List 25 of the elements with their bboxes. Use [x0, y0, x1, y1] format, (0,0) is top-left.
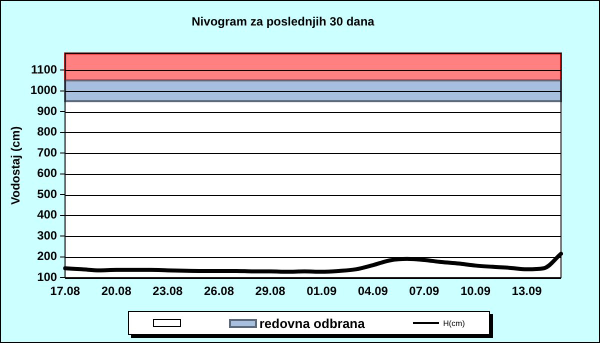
x-tick-label: 29.08	[255, 284, 286, 298]
y-tick-label: 300	[37, 228, 58, 242]
legend-label: redovna odbrana	[259, 316, 365, 330]
x-tick-label: 23.08	[152, 284, 184, 298]
y-tick-label: 100	[37, 270, 58, 284]
x-tick-label: 01.09	[306, 284, 337, 298]
y-tick-label: 700	[37, 145, 58, 160]
x-tick-label: 26.08	[204, 284, 234, 298]
y-tick-label: 600	[37, 166, 58, 180]
y-tick-label: 400	[37, 208, 58, 222]
x-tick-label: 20.08	[101, 284, 132, 298]
x-tick-label: 04.09	[358, 284, 388, 298]
legend-label: H(cm)	[443, 318, 465, 328]
y-tick-label: 1100	[31, 62, 58, 76]
y-tick-label: 500	[37, 186, 58, 201]
y-axis-title: Vodostaj (cm)	[8, 126, 23, 205]
y-tick-label: 800	[37, 124, 58, 139]
y-tick-label: 1000	[30, 83, 58, 98]
y-tick-label: 200	[37, 249, 58, 264]
chart-title: Nivogram za poslednjih 30 dana	[192, 14, 375, 29]
x-tick-label: 17.08	[50, 284, 80, 298]
x-tick-label: 07.09	[409, 284, 440, 298]
x-tick-label: 13.09	[512, 284, 542, 298]
x-tick-label: 10.09	[460, 284, 491, 298]
y-tick-label: 900	[37, 104, 58, 118]
